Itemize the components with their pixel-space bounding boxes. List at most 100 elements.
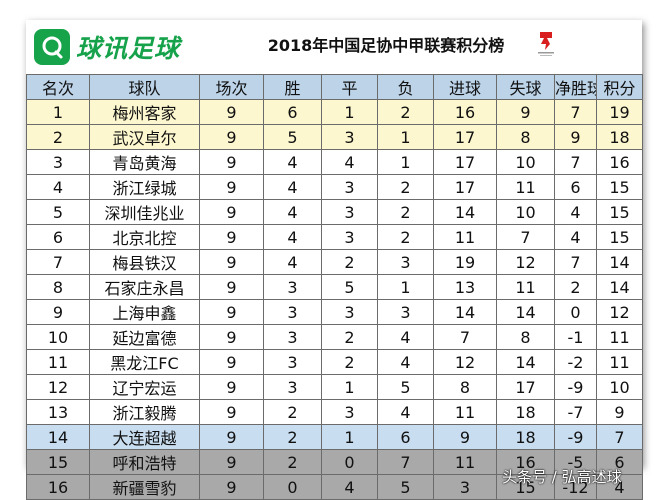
played-cell: 9 — [199, 349, 264, 375]
goal-difference-cell: 4 — [554, 224, 597, 250]
goals-against-cell: 10 — [496, 149, 555, 175]
table-row: 4 浙江绿城 9 4 3 2 17 11 6 15 — [26, 174, 643, 200]
wins-cell: 3 — [263, 274, 322, 300]
wins-cell: 0 — [263, 474, 322, 500]
goals-for-cell: 17 — [433, 124, 497, 150]
goal-difference-cell: -1 — [554, 324, 597, 350]
played-cell: 9 — [199, 174, 264, 200]
table-row: 9 上海申鑫 9 3 3 3 14 14 0 12 — [26, 299, 643, 325]
team-cell: 大连超越 — [89, 424, 200, 450]
goals-for-cell: 8 — [433, 374, 497, 400]
goals-for-cell: 17 — [433, 149, 497, 175]
wins-cell: 5 — [263, 124, 322, 150]
rank-cell: 1 — [26, 99, 90, 125]
draws-cell: 5 — [321, 274, 378, 300]
table-row: 2 武汉卓尔 9 5 3 1 17 8 9 18 — [26, 124, 643, 150]
played-cell: 9 — [199, 474, 264, 500]
points-cell: 6 — [596, 449, 643, 475]
rank-cell: 12 — [26, 374, 90, 400]
losses-cell: 4 — [377, 399, 434, 425]
rank-cell: 16 — [26, 474, 90, 500]
goals-against-cell: 14 — [496, 299, 555, 325]
wins-cell: 6 — [263, 99, 322, 125]
column-header-draws: 平 — [321, 74, 378, 100]
goals-for-cell: 14 — [433, 199, 497, 225]
goals-for-cell: 17 — [433, 174, 497, 200]
played-cell: 9 — [199, 124, 264, 150]
goals-for-cell: 13 — [433, 274, 497, 300]
team-cell: 武汉卓尔 — [89, 124, 200, 150]
rank-cell: 9 — [26, 299, 90, 325]
points-cell: 15 — [596, 174, 643, 200]
losses-cell: 6 — [377, 424, 434, 450]
column-header-goals-for: 进球 — [433, 74, 497, 100]
draws-cell: 1 — [321, 374, 378, 400]
rank-cell: 2 — [26, 124, 90, 150]
goal-difference-cell: -2 — [554, 349, 597, 375]
goal-difference-cell: -9 — [554, 424, 597, 450]
goals-against-cell: 18 — [496, 424, 555, 450]
played-cell: 9 — [199, 149, 264, 175]
goals-against-cell: 16 — [496, 449, 555, 475]
column-header-losses: 负 — [377, 74, 434, 100]
draws-cell: 1 — [321, 424, 378, 450]
team-cell: 延边富德 — [89, 324, 200, 350]
goals-for-cell: 9 — [433, 424, 497, 450]
draws-cell: 0 — [321, 449, 378, 475]
rank-cell: 6 — [26, 224, 90, 250]
losses-cell: 5 — [377, 474, 434, 500]
goals-against-cell: 8 — [496, 124, 555, 150]
goals-against-cell: 17 — [496, 374, 555, 400]
rank-cell: 10 — [26, 324, 90, 350]
team-cell: 深圳佳兆业 — [89, 199, 200, 225]
table-row: 5 深圳佳兆业 9 4 3 2 14 10 4 15 — [26, 199, 643, 225]
losses-cell: 1 — [377, 149, 434, 175]
wins-cell: 4 — [263, 199, 322, 225]
rank-cell: 5 — [26, 199, 90, 225]
table-row: 10 延边富德 9 3 2 4 7 8 -1 11 — [26, 324, 643, 350]
column-header-points: 积分 — [596, 74, 643, 100]
points-cell: 11 — [596, 324, 643, 350]
card-header: 球讯足球 2018年中国足协中甲联赛积分榜 — [26, 20, 642, 74]
points-cell: 15 — [596, 224, 643, 250]
draws-cell: 4 — [321, 149, 378, 175]
rank-cell: 15 — [26, 449, 90, 475]
goals-against-cell: 11 — [496, 274, 555, 300]
draws-cell: 2 — [321, 249, 378, 275]
standings-table: 名次 球队 场次 胜 平 负 进球 失球 净胜球 积分 1梅州客家9612169… — [26, 74, 643, 500]
wins-cell: 3 — [263, 299, 322, 325]
played-cell: 9 — [199, 224, 264, 250]
goals-against-cell: 12 — [496, 249, 555, 275]
points-cell: 16 — [596, 149, 643, 175]
team-cell: 浙江毅腾 — [89, 399, 200, 425]
table-row: 7 梅县铁汉 9 4 2 3 19 12 7 14 — [26, 249, 643, 275]
table-row: 8 石家庄永昌 9 3 5 1 13 11 2 14 — [26, 274, 643, 300]
goals-against-cell: 8 — [496, 324, 555, 350]
table-row: 14 大连超越 9 2 1 6 9 18 -9 7 — [26, 424, 643, 450]
losses-cell: 1 — [377, 124, 434, 150]
rank-cell: 7 — [26, 249, 90, 275]
played-cell: 9 — [199, 249, 264, 275]
team-cell: 梅县铁汉 — [89, 249, 200, 275]
played-cell: 9 — [199, 424, 264, 450]
wins-cell: 2 — [263, 449, 322, 475]
wins-cell: 4 — [263, 174, 322, 200]
played-cell: 9 — [199, 299, 264, 325]
column-header-played: 场次 — [199, 74, 264, 100]
losses-cell: 7 — [377, 449, 434, 475]
draws-cell: 3 — [321, 124, 378, 150]
wins-cell: 2 — [263, 399, 322, 425]
points-cell: 15 — [596, 199, 643, 225]
losses-cell: 3 — [377, 299, 434, 325]
wins-cell: 4 — [263, 149, 322, 175]
goals-for-cell: 11 — [433, 449, 497, 475]
losses-cell: 5 — [377, 374, 434, 400]
table-row: 3 青岛黄海 9 4 4 1 17 10 7 16 — [26, 149, 643, 175]
goal-difference-cell: 7 — [554, 149, 597, 175]
goals-against-cell: 18 — [496, 399, 555, 425]
table-row: 11 黑龙江FC 9 3 2 4 12 14 -2 11 — [26, 349, 643, 375]
goals-for-cell: 11 — [433, 224, 497, 250]
goal-difference-cell: 4 — [554, 199, 597, 225]
draws-cell: 2 — [321, 324, 378, 350]
losses-cell: 2 — [377, 199, 434, 225]
